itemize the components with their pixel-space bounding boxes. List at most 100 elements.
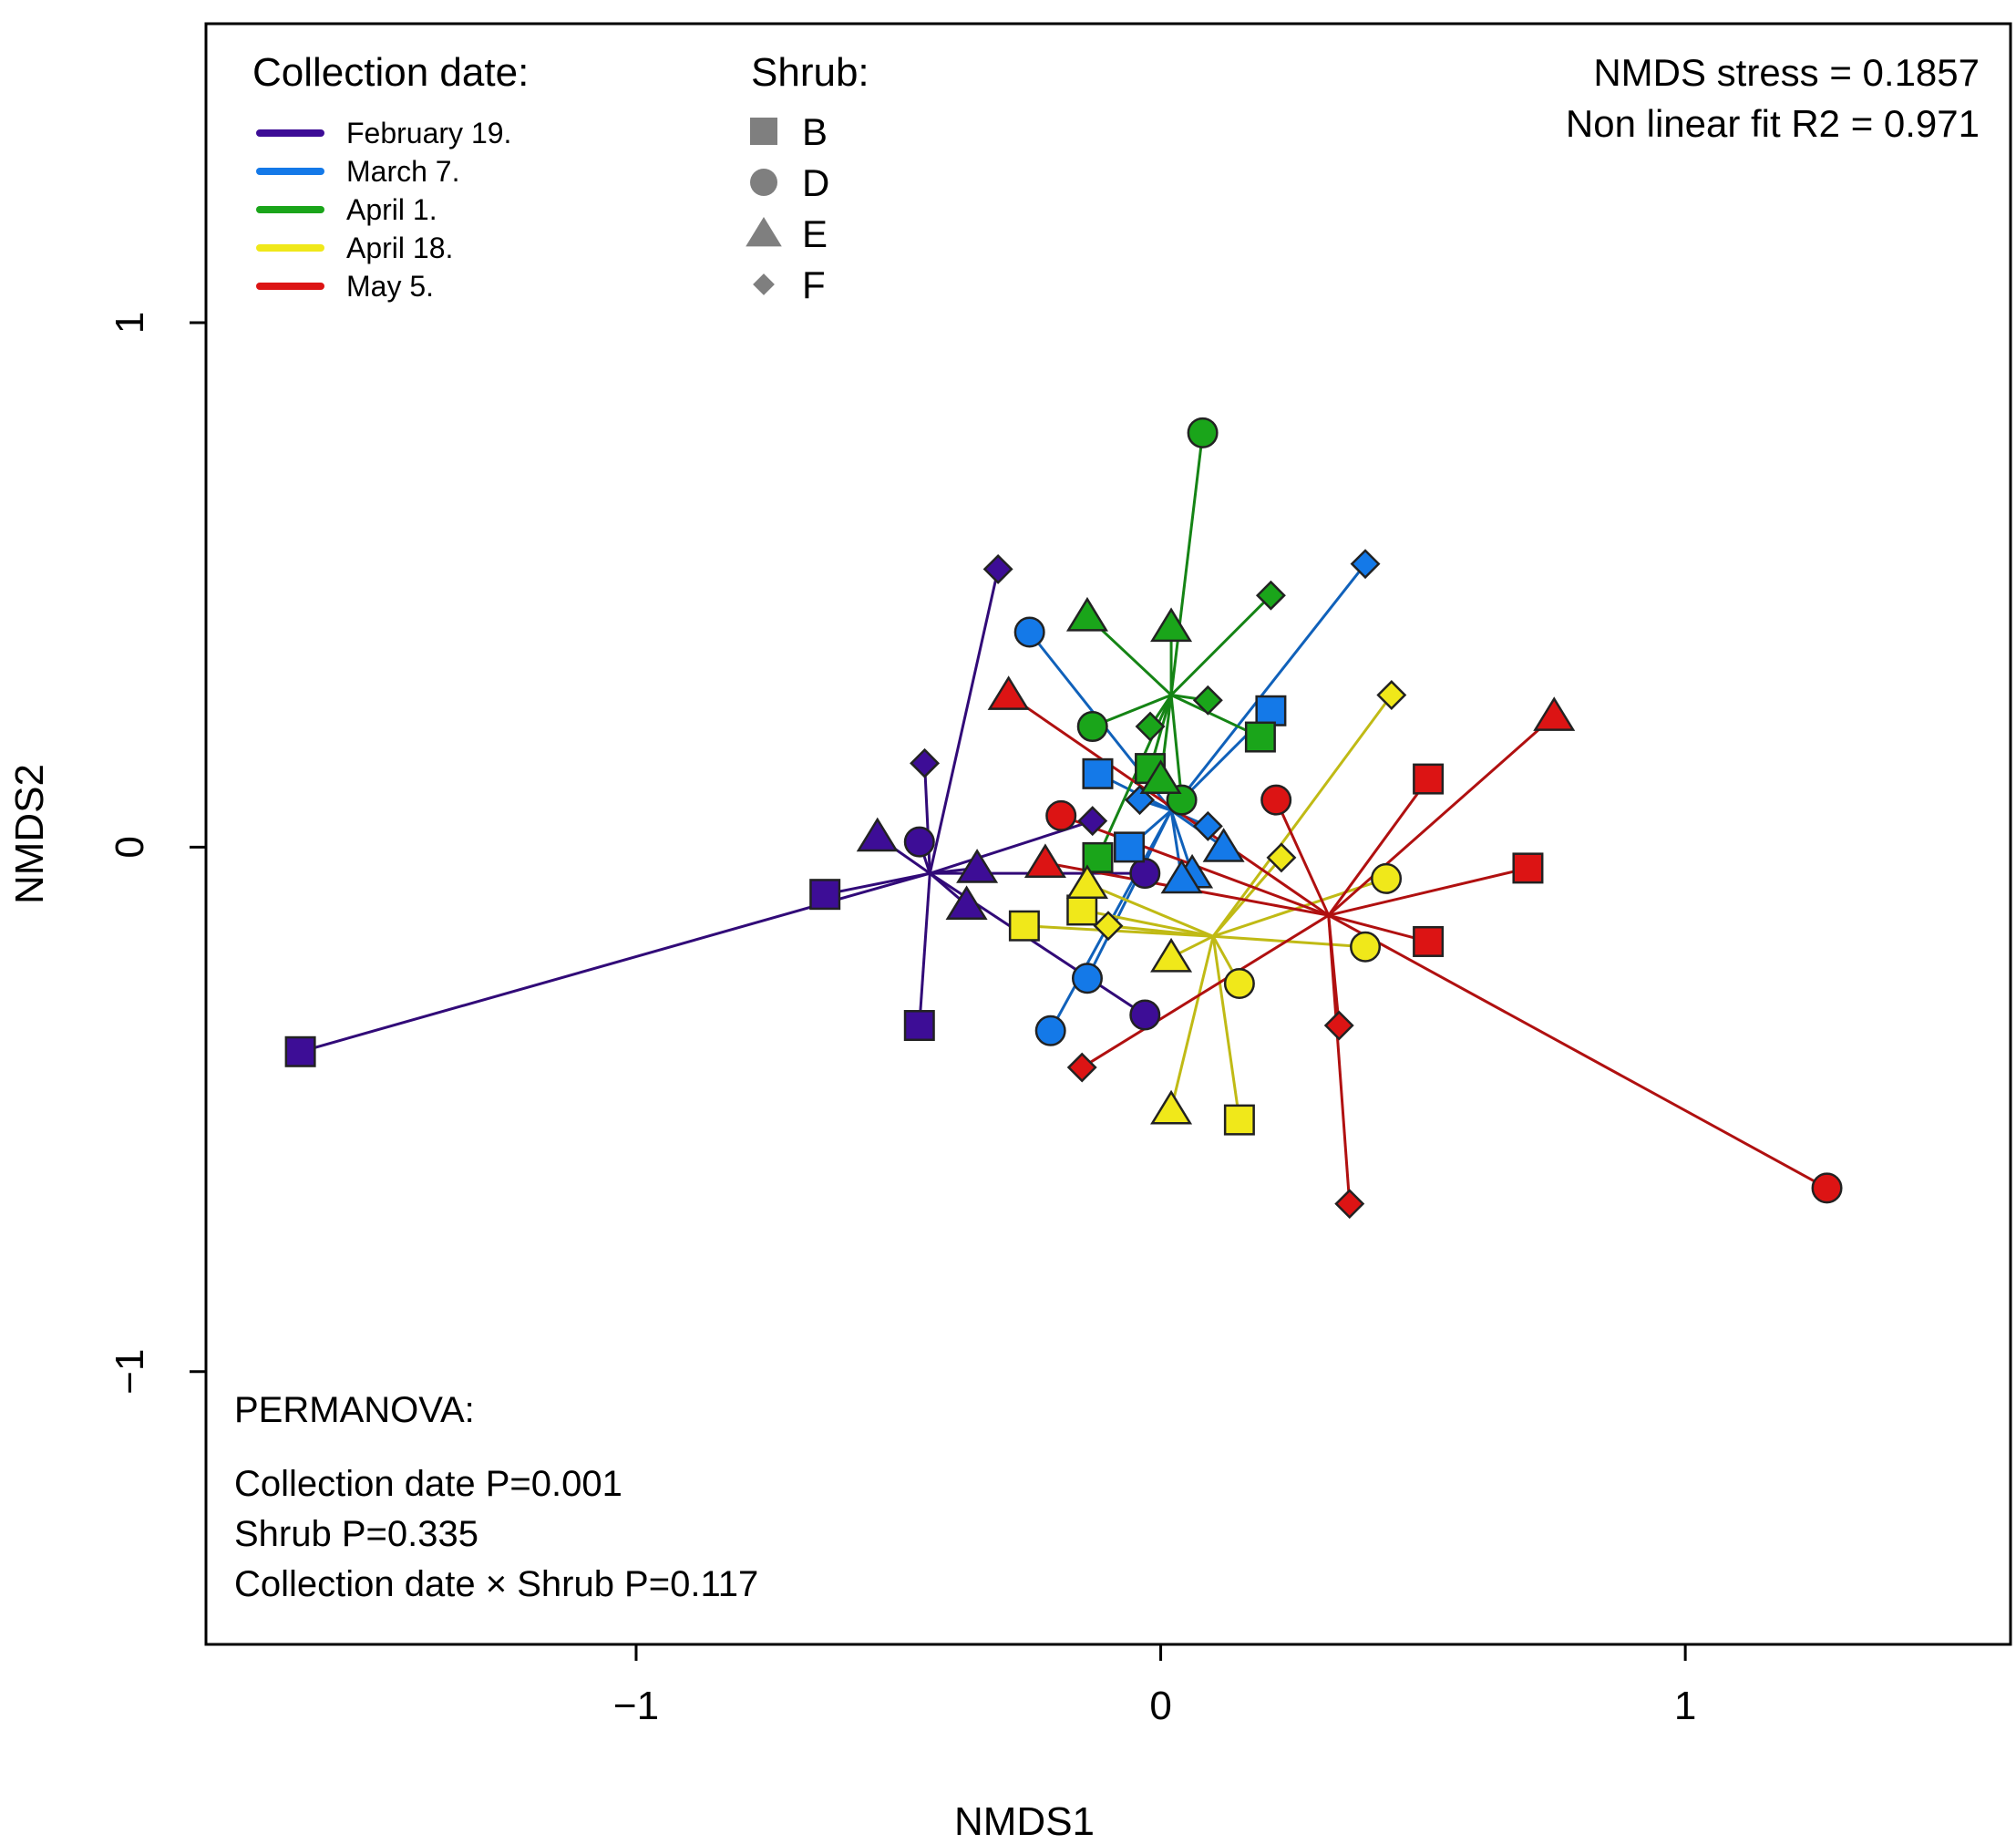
data-point bbox=[910, 747, 941, 778]
data-point bbox=[1093, 911, 1124, 942]
shrub-legend-marker bbox=[750, 118, 777, 145]
date-legend-label: February 19. bbox=[346, 117, 511, 149]
data-point bbox=[987, 675, 1030, 710]
shrub-legend-label: B bbox=[802, 110, 828, 153]
spider-line bbox=[1211, 694, 1394, 938]
data-point bbox=[956, 849, 999, 883]
spider-line bbox=[1328, 866, 1528, 917]
spider-line bbox=[928, 569, 1000, 874]
data-point bbox=[1266, 842, 1297, 873]
spider-line bbox=[1169, 432, 1205, 695]
data-point bbox=[1350, 931, 1382, 963]
spider-line bbox=[1211, 935, 1241, 1120]
data-point bbox=[1082, 757, 1114, 789]
data-point bbox=[945, 885, 988, 921]
date-legend-label: April 1. bbox=[346, 193, 437, 226]
data-point bbox=[1334, 1189, 1365, 1220]
nmds-stress-label: NMDS stress = 0.1857 bbox=[1593, 51, 1980, 94]
data-point bbox=[1150, 1089, 1193, 1125]
spider-line bbox=[1169, 935, 1215, 1110]
spider-line bbox=[1328, 913, 1828, 1190]
spider-line bbox=[1169, 695, 1184, 800]
data-point bbox=[1008, 910, 1040, 942]
data-point bbox=[1323, 1010, 1354, 1041]
data-point bbox=[1065, 596, 1108, 632]
permanova-line-shrub: Shrub P=0.335 bbox=[234, 1514, 478, 1554]
data-point bbox=[1150, 937, 1193, 973]
data-point bbox=[1244, 721, 1276, 753]
data-point bbox=[1077, 806, 1108, 837]
y-axis: −1 0 1 bbox=[108, 312, 208, 1395]
data-point bbox=[809, 879, 841, 911]
data-point bbox=[1065, 864, 1108, 900]
data-point bbox=[1150, 607, 1193, 643]
permanova-block: PERMANOVA: Collection date P=0.001 Shrub… bbox=[234, 1390, 758, 1604]
y-tick-label: −1 bbox=[108, 1349, 152, 1395]
y-axis-title: NMDS2 bbox=[7, 764, 52, 904]
data-point bbox=[1066, 1052, 1097, 1083]
x-tick-label: 1 bbox=[1674, 1684, 1696, 1728]
y-tick-label: 0 bbox=[108, 836, 152, 858]
data-point bbox=[1202, 828, 1245, 862]
data-point bbox=[903, 1010, 935, 1042]
spider-line bbox=[1170, 594, 1272, 696]
data-point bbox=[856, 817, 899, 852]
spider-line bbox=[1081, 913, 1330, 1069]
data-point bbox=[1034, 1015, 1066, 1046]
spider-line bbox=[1211, 856, 1283, 938]
data-point bbox=[1076, 711, 1108, 743]
data-point bbox=[1413, 763, 1445, 795]
data-point bbox=[1135, 711, 1166, 742]
spider-line bbox=[824, 871, 931, 896]
spider-line bbox=[1274, 798, 1331, 916]
data-point bbox=[1512, 852, 1544, 884]
spider-line bbox=[918, 873, 931, 1026]
x-axis: −1 0 1 bbox=[613, 1643, 1696, 1728]
data-point bbox=[1023, 843, 1066, 879]
shrub-legend-title: Shrub: bbox=[751, 50, 869, 95]
data-point bbox=[1160, 859, 1203, 894]
shrub-legend-marker bbox=[746, 217, 782, 247]
x-tick-label: −1 bbox=[613, 1684, 659, 1728]
permanova-line-interaction: Collection date × Shrub P=0.117 bbox=[234, 1564, 758, 1604]
shrub-legend-label: E bbox=[802, 212, 828, 255]
data-point bbox=[1533, 696, 1576, 731]
data-point bbox=[1013, 616, 1045, 648]
data-point bbox=[1192, 810, 1223, 841]
data-point bbox=[1413, 925, 1445, 957]
data-point bbox=[1192, 685, 1223, 716]
data-point bbox=[982, 553, 1013, 584]
spider-line bbox=[1213, 934, 1366, 949]
data-point bbox=[903, 826, 935, 858]
nonlinear-fit-label: Non linear fit R2 = 0.971 bbox=[1566, 102, 1980, 145]
data-point bbox=[1223, 967, 1255, 999]
data-point bbox=[284, 1035, 316, 1067]
spider-line bbox=[1023, 924, 1214, 938]
spider-line bbox=[1327, 778, 1430, 917]
data-point bbox=[1071, 963, 1103, 994]
data-point bbox=[1376, 680, 1407, 710]
data-point bbox=[1066, 894, 1098, 926]
x-tick-label: 0 bbox=[1149, 1684, 1171, 1728]
spider-line bbox=[1086, 882, 1214, 938]
data-point bbox=[1129, 999, 1161, 1031]
data-point bbox=[1125, 785, 1156, 816]
spider-line bbox=[1327, 715, 1556, 917]
shrub-legend-label: D bbox=[802, 161, 829, 204]
data-point bbox=[1811, 1172, 1843, 1204]
data-point bbox=[1255, 695, 1287, 726]
shrub-legend-label: F bbox=[802, 263, 826, 306]
data-point bbox=[1129, 858, 1161, 890]
permanova-line-date: Collection date P=0.001 bbox=[234, 1464, 622, 1504]
spider-line bbox=[1081, 908, 1214, 938]
data-point bbox=[1371, 862, 1403, 894]
data-point bbox=[1139, 759, 1182, 794]
collection-date-legend: Collection date: February 19. March 7. Apr… bbox=[252, 50, 529, 303]
data-point bbox=[1223, 1104, 1255, 1136]
data-point bbox=[1045, 799, 1077, 831]
spider-line bbox=[1328, 913, 1429, 943]
spider-line bbox=[1169, 562, 1367, 812]
x-axis-title: NMDS1 bbox=[954, 1799, 1095, 1844]
